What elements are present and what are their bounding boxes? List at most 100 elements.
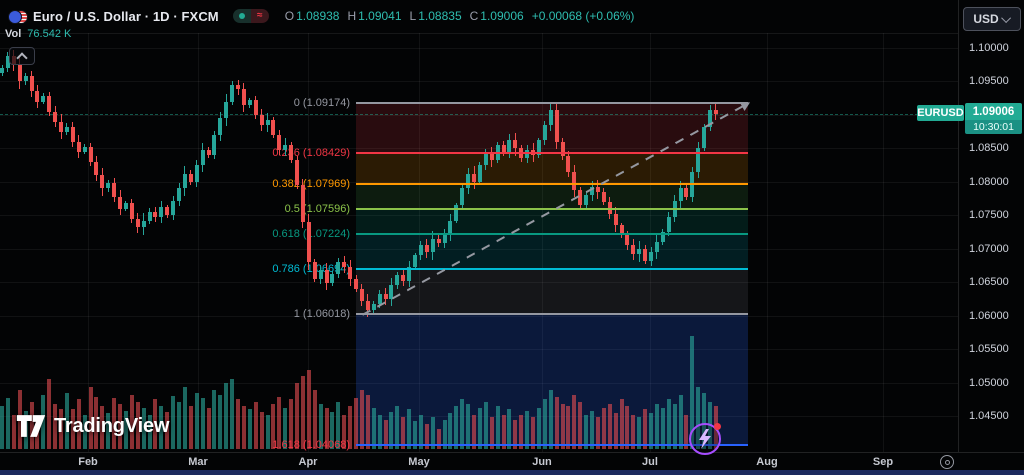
tradingview-logo[interactable]: TradingView — [16, 414, 169, 438]
symbol-legend: Euro / U.S. Dollar · 1D · FXCM ≈ O 1.0893… — [8, 7, 634, 25]
grid-line-vertical — [767, 33, 768, 452]
market-status-icon[interactable] — [232, 9, 251, 23]
candle-body — [118, 196, 122, 209]
candle-body — [613, 213, 618, 226]
candle-body — [324, 270, 329, 284]
last-price-symbol-badge[interactable]: EURUSD — [917, 105, 964, 121]
low-label: L — [409, 9, 417, 23]
volume-bar — [224, 383, 229, 449]
time-axis[interactable]: Feb Mar Apr May Jun Jul Aug Sep — [0, 452, 1024, 471]
candle-body — [200, 149, 205, 166]
candle-body — [212, 134, 217, 156]
volume-bar — [643, 409, 648, 449]
volume-bar — [59, 409, 63, 449]
volume-bar — [631, 415, 636, 449]
candle-body — [300, 185, 305, 222]
volume-bar — [413, 420, 417, 449]
fib-level-line — [356, 268, 748, 271]
time-axis-label: Feb — [78, 456, 98, 468]
candle-body — [649, 252, 653, 261]
volume-bar — [0, 406, 4, 449]
price-axis-label: 1.09500 — [969, 75, 1009, 88]
candle-body — [436, 238, 441, 244]
volume-bar — [507, 409, 512, 449]
status-toggle[interactable]: ≈ — [232, 9, 269, 23]
candle-body — [342, 262, 347, 268]
quick-trade-lightning-button[interactable] — [689, 423, 721, 455]
axis-settings-icon[interactable] — [940, 455, 954, 469]
candle-body — [513, 140, 518, 149]
volume-bar — [47, 378, 52, 449]
currency-pair-flag-icon — [8, 9, 28, 24]
candle-body — [354, 278, 358, 289]
candle-body — [666, 216, 671, 232]
volume-bar — [542, 399, 547, 449]
alert-squiggle-icon[interactable]: ≈ — [250, 9, 269, 23]
candle-body — [236, 84, 240, 90]
volume-bar — [401, 417, 406, 449]
candle-body — [631, 245, 636, 255]
candle-body — [64, 126, 69, 132]
candle-body — [424, 245, 429, 253]
volume-bar — [601, 408, 606, 449]
last-price-label[interactable]: 1.09006 10:30:01 — [965, 103, 1022, 134]
volume-bar — [702, 392, 707, 449]
fib-level-label: 0.786 (1.06694) — [272, 263, 350, 276]
volume-bar — [64, 392, 69, 449]
volume-bar — [395, 406, 400, 449]
fib-zone-fill — [356, 208, 748, 234]
volume-bar — [560, 403, 565, 449]
candle-body — [365, 300, 370, 311]
volume-bar — [578, 401, 583, 449]
candle-body — [578, 189, 583, 206]
bar-countdown: 10:30:01 — [965, 120, 1022, 134]
volume-bar — [660, 408, 665, 449]
volume-bar — [289, 399, 294, 449]
volume-label: Vol — [5, 28, 22, 40]
volume-bar — [483, 401, 488, 449]
volume-bar — [29, 401, 34, 449]
volume-bar — [129, 394, 134, 449]
candle-body — [82, 147, 87, 152]
candle-body — [177, 188, 181, 201]
candle-body — [141, 220, 146, 228]
price-axis-label: 1.05000 — [969, 376, 1009, 389]
candle-body — [430, 238, 435, 253]
price-axis[interactable]: 1.10000 1.09500 1.08500 1.08000 1.07500 1.070… — [958, 0, 1024, 452]
volume-bar — [177, 401, 181, 449]
time-axis-label: Jul — [642, 456, 658, 468]
candle-body — [100, 175, 105, 189]
high-label: H — [347, 9, 357, 23]
volume-bar — [607, 403, 612, 449]
high-value: 1.09041 — [358, 9, 402, 23]
volume-bar — [318, 403, 323, 449]
price-axis-label: 1.06000 — [969, 309, 1009, 322]
candle-body — [277, 134, 282, 150]
volume-bar — [241, 406, 246, 449]
candle-body — [448, 220, 453, 234]
change-value: +0.00068 (+0.06%) — [531, 9, 635, 23]
volume-bar — [194, 392, 199, 449]
volume-bar — [118, 403, 122, 449]
candle-body — [637, 248, 642, 255]
candle-body — [483, 153, 488, 166]
volume-bar — [218, 394, 223, 449]
currency-unit-button[interactable]: USD — [963, 7, 1021, 31]
volume-bar — [88, 386, 93, 449]
candle-body — [389, 285, 394, 299]
candle-body — [88, 147, 93, 162]
grid-line-horizontal — [0, 48, 958, 49]
candle-body — [306, 221, 311, 263]
candle-body — [713, 109, 718, 115]
fib-level-label: 0 (1.09174) — [293, 97, 350, 110]
symbol-title[interactable]: Euro / U.S. Dollar · 1D · FXCM — [33, 8, 219, 24]
legend-collapse-button[interactable] — [9, 47, 35, 65]
volume-bar — [377, 415, 382, 449]
candle-body — [678, 188, 683, 201]
volume-bar — [454, 406, 459, 449]
volume-bar — [554, 397, 559, 449]
fib-level-line — [356, 102, 748, 105]
volume-bar — [106, 412, 111, 449]
volume-bar — [625, 406, 630, 449]
